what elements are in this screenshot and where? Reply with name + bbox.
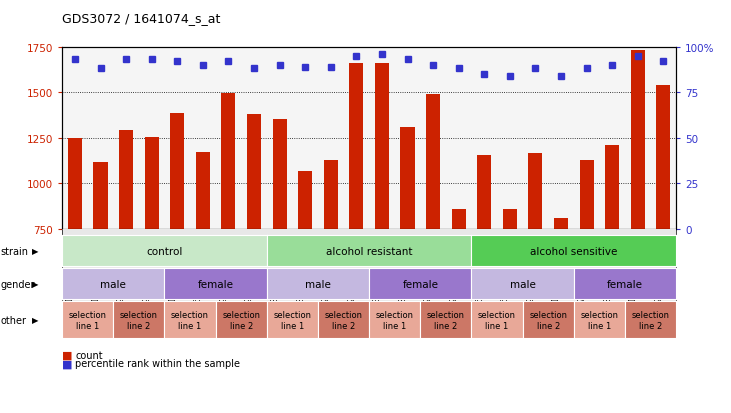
Bar bbox=[247, 115, 261, 229]
Text: female: female bbox=[402, 279, 439, 289]
Text: male: male bbox=[100, 279, 126, 289]
Text: male: male bbox=[510, 279, 536, 289]
Text: control: control bbox=[146, 246, 183, 256]
Bar bbox=[477, 156, 491, 229]
Text: ▶: ▶ bbox=[32, 247, 38, 255]
Bar bbox=[554, 218, 568, 229]
Text: selection
line 1: selection line 1 bbox=[376, 311, 414, 330]
Text: selection
line 2: selection line 2 bbox=[222, 311, 260, 330]
Text: alcohol resistant: alcohol resistant bbox=[326, 246, 412, 256]
Text: selection
line 1: selection line 1 bbox=[478, 311, 516, 330]
Bar bbox=[426, 95, 440, 229]
Bar bbox=[656, 85, 670, 229]
Bar bbox=[529, 154, 542, 229]
Text: other: other bbox=[1, 315, 27, 325]
Text: count: count bbox=[75, 350, 103, 360]
Text: percentile rank within the sample: percentile rank within the sample bbox=[75, 358, 240, 368]
Bar bbox=[452, 209, 466, 229]
Text: selection
line 2: selection line 2 bbox=[120, 311, 158, 330]
Text: selection
line 1: selection line 1 bbox=[273, 311, 311, 330]
Bar bbox=[196, 153, 210, 229]
Text: selection
line 1: selection line 1 bbox=[171, 311, 209, 330]
Bar bbox=[324, 160, 338, 229]
Text: ▶: ▶ bbox=[32, 280, 38, 288]
Text: alcohol sensitive: alcohol sensitive bbox=[530, 246, 618, 256]
Text: ■: ■ bbox=[62, 358, 72, 368]
Text: GDS3072 / 1641074_s_at: GDS3072 / 1641074_s_at bbox=[62, 12, 221, 25]
Bar bbox=[273, 120, 287, 229]
Text: selection
line 1: selection line 1 bbox=[580, 311, 618, 330]
Bar bbox=[349, 64, 363, 229]
Bar bbox=[375, 64, 389, 229]
Text: female: female bbox=[607, 279, 643, 289]
Text: selection
line 2: selection line 2 bbox=[325, 311, 363, 330]
Bar bbox=[298, 172, 312, 229]
Bar bbox=[401, 128, 414, 229]
Text: female: female bbox=[197, 279, 234, 289]
Text: gender: gender bbox=[1, 279, 35, 289]
Bar bbox=[170, 114, 184, 229]
Text: selection
line 1: selection line 1 bbox=[69, 311, 107, 330]
Bar bbox=[503, 209, 517, 229]
Bar bbox=[605, 146, 619, 229]
Text: ■: ■ bbox=[62, 350, 72, 360]
Bar bbox=[631, 51, 645, 229]
Text: male: male bbox=[305, 279, 331, 289]
Text: ▶: ▶ bbox=[32, 316, 38, 325]
Text: selection
line 2: selection line 2 bbox=[529, 311, 567, 330]
Text: selection
line 2: selection line 2 bbox=[632, 311, 670, 330]
Bar bbox=[119, 131, 133, 229]
Bar bbox=[94, 163, 107, 229]
Text: selection
line 2: selection line 2 bbox=[427, 311, 465, 330]
Bar bbox=[68, 138, 82, 229]
Bar bbox=[145, 138, 159, 229]
Bar bbox=[221, 94, 235, 229]
Text: strain: strain bbox=[1, 246, 29, 256]
Bar bbox=[580, 160, 594, 229]
